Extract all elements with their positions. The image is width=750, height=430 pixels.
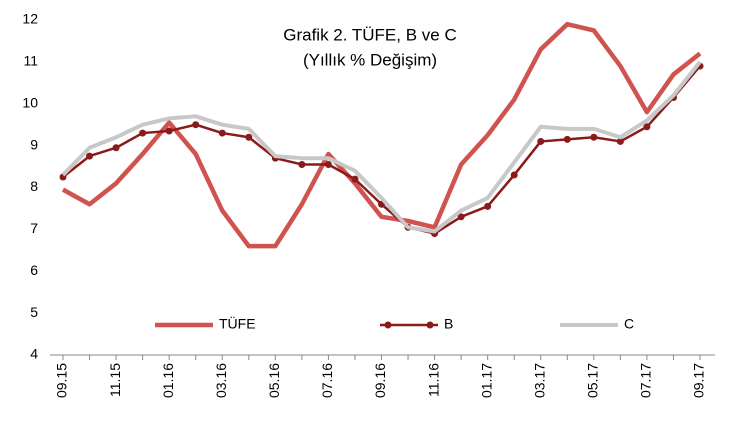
x-tick-label: 09.17 — [691, 363, 707, 398]
x-tick-label: 07.17 — [638, 363, 654, 398]
series-marker — [351, 175, 359, 183]
series-marker — [165, 127, 173, 135]
series-marker — [616, 137, 624, 145]
series-marker — [192, 121, 200, 129]
x-tick-label: 07.16 — [319, 363, 335, 398]
y-tick-label: 12 — [22, 11, 38, 27]
legend-marker — [426, 321, 434, 329]
x-tick-label: 09.16 — [372, 363, 388, 398]
legend-label: C — [624, 316, 634, 332]
x-tick-label: 03.16 — [213, 363, 229, 398]
chart-subtitle: (Yıllık % Değişim) — [303, 50, 437, 69]
y-tick-label: 7 — [30, 220, 38, 236]
y-tick-label: 8 — [30, 178, 38, 194]
y-tick-label: 10 — [22, 94, 38, 110]
series-marker — [537, 137, 545, 145]
series-marker — [643, 123, 651, 131]
x-tick-label: 01.16 — [160, 363, 176, 398]
series-marker — [484, 202, 492, 210]
x-tick-label: 01.17 — [478, 363, 494, 398]
series-marker — [510, 171, 518, 179]
y-tick-label: 6 — [30, 262, 38, 278]
series-marker — [298, 160, 306, 168]
x-tick-label: 05.16 — [266, 363, 282, 398]
y-tick-label: 9 — [30, 136, 38, 152]
series-line — [61, 21, 702, 249]
series-marker — [324, 160, 332, 168]
x-tick-label: 05.17 — [585, 363, 601, 398]
series-marker — [245, 133, 253, 141]
series-marker — [139, 129, 147, 137]
x-tick-label: 09.15 — [54, 363, 70, 398]
legend-label: TÜFE — [219, 315, 256, 332]
series-line — [61, 60, 702, 234]
series-marker — [112, 144, 120, 152]
series-marker — [563, 135, 571, 143]
y-tick-label: 11 — [23, 53, 38, 69]
series-marker — [457, 213, 465, 221]
y-tick-label: 4 — [30, 346, 38, 362]
y-tick-label: 5 — [30, 304, 38, 320]
legend-label: B — [444, 316, 453, 332]
legend-marker — [384, 321, 392, 329]
x-tick-label: 11.16 — [425, 363, 441, 397]
x-tick-label: 03.17 — [531, 363, 547, 398]
x-tick-label: 11.15 — [107, 363, 123, 397]
series-marker — [590, 133, 598, 141]
series-marker — [86, 152, 94, 160]
series-marker — [218, 129, 226, 137]
chart-title: Grafik 2. TÜFE, B ve C — [283, 25, 457, 44]
series-line — [62, 65, 701, 235]
